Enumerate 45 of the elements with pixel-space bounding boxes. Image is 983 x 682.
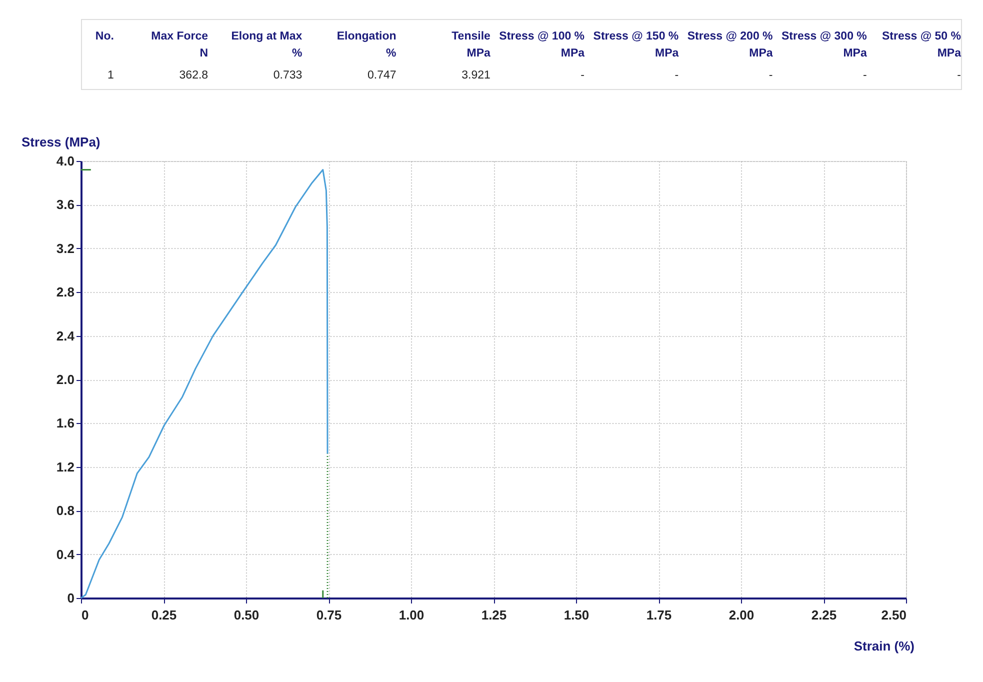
text: 3.921 <box>462 70 490 82</box>
x-tick-label: 0.75 <box>316 608 342 622</box>
x-tick-label: 0 <box>82 608 89 622</box>
x-tick-label: 2.50 <box>881 608 906 622</box>
x-tick-label: 0.50 <box>234 608 260 622</box>
y-tick-label: 1.2 <box>56 459 74 474</box>
text: 0.747 <box>368 70 396 82</box>
text: No. <box>95 30 114 43</box>
text: Elong at Max % <box>231 30 303 60</box>
text: Elongation % <box>336 30 396 60</box>
text: Max Force N <box>151 30 208 60</box>
y-tick-label: 0.4 <box>56 546 76 562</box>
y-tick-label: 3.2 <box>56 240 74 256</box>
x-tick-label: 2.25 <box>811 608 837 622</box>
text: 0.733 <box>273 70 302 82</box>
x-tick-label: 2.00 <box>728 608 754 622</box>
y-tick-label: 4.0 <box>56 154 74 168</box>
text: Stress @ 150 % MPa <box>593 30 680 60</box>
x-tick-label: 1.00 <box>398 608 424 622</box>
text: Stress @ 200 % MPa <box>687 30 774 60</box>
x-tick-label: 1.25 <box>481 608 507 622</box>
x-tick-label: 0.25 <box>151 608 177 622</box>
y-tick-label: 1.6 <box>56 416 74 431</box>
x-tick-label: 1.50 <box>564 608 590 622</box>
text: - <box>580 70 585 82</box>
text: Tensile MPa <box>452 30 492 60</box>
text: - <box>957 70 962 82</box>
text: 1 <box>108 70 114 82</box>
y-axis-title: Stress (MPa) <box>22 134 100 150</box>
text: - <box>768 70 773 82</box>
y-tick-label: 0 <box>67 590 74 606</box>
y-tick-label: 2.0 <box>56 372 74 387</box>
x-tick-label: 1.75 <box>646 608 672 622</box>
text: Stress @ 300 % MPa <box>782 30 868 60</box>
text: Stress @ 50 % MPa <box>882 30 962 60</box>
text: - <box>674 70 679 82</box>
y-tick-label: 3.6 <box>56 197 74 212</box>
text: - <box>863 70 868 82</box>
x-axis-title: Strain (%) <box>854 638 914 654</box>
text: 362.8 <box>179 70 208 82</box>
y-tick-label: 2.4 <box>56 328 76 344</box>
y-tick-label: 0.8 <box>56 503 74 518</box>
y-tick-label: 2.8 <box>56 284 74 300</box>
text: Stress @ 100 % MPa <box>499 30 586 60</box>
line-series <box>80 168 328 599</box>
